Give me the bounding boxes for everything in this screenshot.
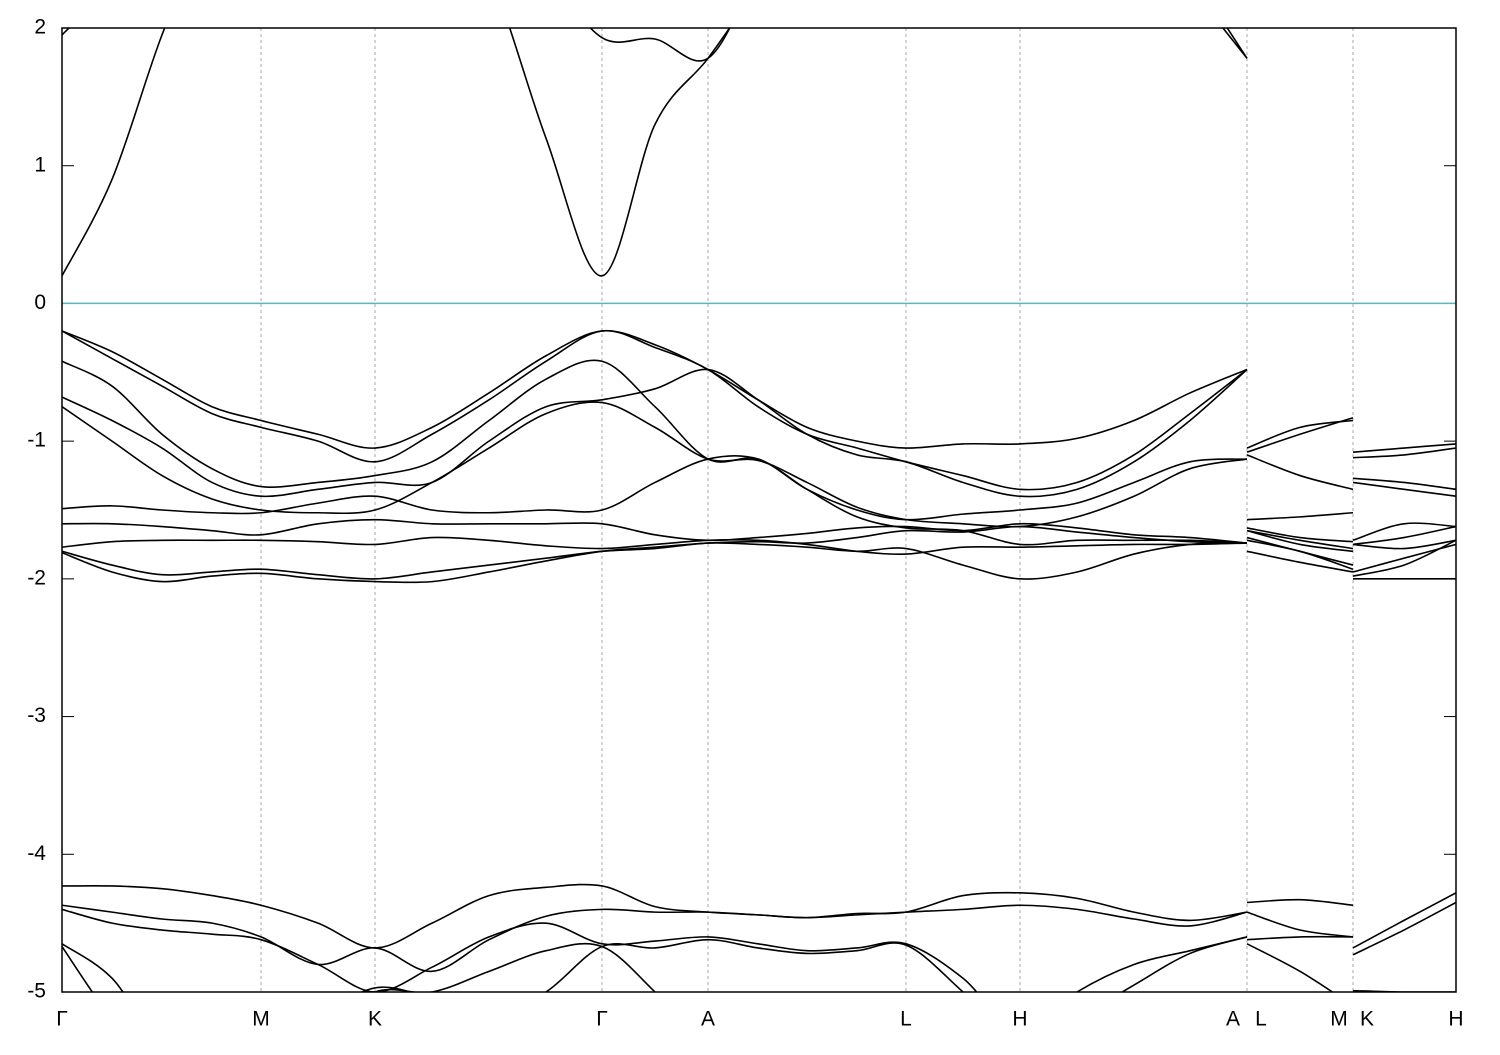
x-tick-label: K (368, 1008, 382, 1031)
band-line (62, 908, 1456, 992)
y-tick-label: -1 (27, 429, 46, 452)
band-line (62, 539, 1456, 580)
y-tick-label: -2 (27, 566, 46, 589)
band-line (62, 518, 1456, 573)
x-tick-label: L (900, 1008, 912, 1031)
band-line (62, 28, 1248, 277)
y-tick-label: 1 (34, 153, 46, 176)
band-line (62, 883, 1456, 949)
x-tick-label: K (1360, 1008, 1374, 1031)
band-line (62, 522, 1456, 584)
plot-frame (61, 27, 1457, 993)
band-line (62, 368, 1456, 498)
x-tick-label: M (1330, 1008, 1348, 1031)
y-tick-label: 0 (34, 291, 46, 314)
band-line (62, 401, 1456, 553)
bands (62, 28, 1456, 992)
x-tick-label: M (252, 1008, 270, 1031)
y-tick-label: 2 (34, 16, 46, 39)
x-tick-label: H (1012, 1008, 1027, 1031)
x-tick-label: L (1255, 1008, 1267, 1031)
band-line (62, 329, 1456, 491)
x-tick-label: Γ (596, 1008, 608, 1031)
y-tick-label: -3 (27, 704, 46, 727)
band-line (62, 936, 1334, 992)
x-tick-label: H (1448, 1008, 1463, 1031)
y-tick-label: -5 (27, 980, 46, 1003)
band-line (62, 359, 1456, 521)
band-line (62, 901, 1456, 973)
y-tick-label: -4 (27, 842, 46, 865)
x-tick-label: A (701, 1008, 715, 1031)
band-line (62, 938, 965, 992)
band-line (62, 28, 1248, 62)
band-line (62, 527, 1456, 556)
x-tick-label: A (1226, 1008, 1240, 1031)
x-tick-label: Γ (56, 1008, 68, 1031)
